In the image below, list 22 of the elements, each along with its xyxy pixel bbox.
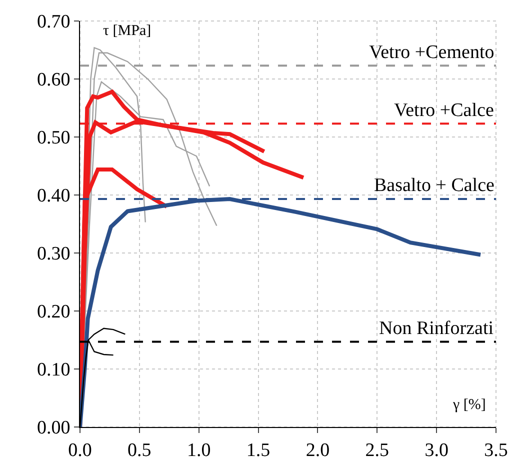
x-tick-label: 0.0 (68, 440, 92, 461)
y-tick-label: 0.00 (36, 418, 70, 439)
x-tick-label: 3.5 (484, 440, 508, 461)
ref-line-label: Vetro +Cemento (369, 42, 494, 63)
y-tick-label: 0.40 (36, 186, 70, 207)
ref-line-label: Non Rinforzati (379, 318, 494, 339)
x-axis-title: γ [%] (452, 397, 486, 413)
y-tick-label: 0.10 (36, 360, 70, 381)
y-tick-label: 0.30 (36, 244, 70, 265)
x-tick-label: 2.5 (365, 440, 390, 461)
x-tick-label: 0.5 (128, 440, 152, 461)
y-tick-label: 0.50 (36, 128, 70, 149)
x-tick-label: 3.0 (424, 440, 448, 461)
y-tick-label: 0.70 (36, 12, 70, 33)
y-tick-label: 0.20 (36, 302, 70, 323)
ref-line-label: Vetro +Calce (394, 100, 494, 121)
y-tick-label: 0.60 (36, 70, 70, 91)
ref-line-label: Basalto + Calce (374, 175, 494, 196)
x-tick-label: 2.0 (306, 440, 330, 461)
x-tick-label: 1.5 (246, 440, 270, 461)
x-tick-label: 1.0 (186, 440, 211, 461)
y-axis-title: τ [MPa] (103, 23, 152, 39)
